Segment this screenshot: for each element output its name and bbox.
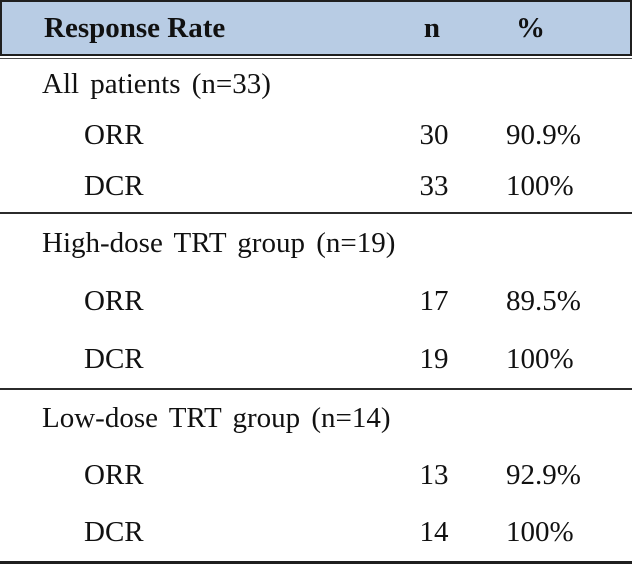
table-row: ORR 17 89.5% bbox=[0, 272, 632, 330]
row-label: DCR bbox=[84, 342, 144, 375]
header-underline-rule bbox=[0, 58, 632, 59]
section-title-row: Low-dose TRT group (n=14) bbox=[0, 390, 632, 447]
section-title: All patients (n=33) bbox=[42, 68, 271, 100]
row-n-value: 30 bbox=[419, 119, 449, 151]
row-label: ORR bbox=[84, 284, 144, 317]
row-percent-value: 90.9% bbox=[506, 119, 581, 151]
section-title: Low-dose TRT group (n=14) bbox=[42, 402, 391, 434]
row-n-value: 14 bbox=[419, 516, 449, 548]
section-divider bbox=[0, 212, 632, 214]
row-label: DCR bbox=[84, 170, 144, 202]
section-low-dose: Low-dose TRT group (n=14) ORR 13 92.9% D… bbox=[0, 390, 632, 561]
response-rate-table: Response Rate n % All patients (n=33) OR… bbox=[0, 0, 632, 564]
column-header-n: n bbox=[423, 11, 441, 44]
section-title: High-dose TRT group (n=19) bbox=[42, 226, 396, 259]
row-label: ORR bbox=[84, 459, 144, 491]
row-n-value: 17 bbox=[419, 284, 449, 317]
row-percent-value: 100% bbox=[506, 342, 574, 375]
table-row: ORR 30 90.9% bbox=[0, 110, 632, 161]
section-high-dose: High-dose TRT group (n=19) ORR 17 89.5% … bbox=[0, 214, 632, 388]
section-title-row: All patients (n=33) bbox=[0, 59, 632, 110]
row-n-value: 13 bbox=[419, 459, 449, 491]
row-n-value: 19 bbox=[419, 342, 449, 375]
table-row: DCR 33 100% bbox=[0, 161, 632, 212]
column-header-response-rate: Response Rate bbox=[44, 11, 226, 44]
table-row: ORR 13 92.9% bbox=[0, 447, 632, 504]
row-label: DCR bbox=[84, 516, 144, 548]
table-row: DCR 19 100% bbox=[0, 330, 632, 388]
section-title-row: High-dose TRT group (n=19) bbox=[0, 214, 632, 272]
table-row: DCR 14 100% bbox=[0, 504, 632, 561]
row-percent-value: 100% bbox=[506, 170, 574, 202]
row-label: ORR bbox=[84, 119, 144, 151]
section-all-patients: All patients (n=33) ORR 30 90.9% DCR 33 … bbox=[0, 59, 632, 212]
section-divider bbox=[0, 388, 632, 390]
row-percent-value: 100% bbox=[506, 516, 574, 548]
table-header-row: Response Rate n % bbox=[0, 0, 632, 56]
row-percent-value: 92.9% bbox=[506, 459, 581, 491]
row-n-value: 33 bbox=[419, 170, 449, 202]
column-header-percent: % bbox=[516, 11, 545, 44]
row-percent-value: 89.5% bbox=[506, 284, 581, 317]
table-bottom-rule bbox=[0, 561, 632, 564]
